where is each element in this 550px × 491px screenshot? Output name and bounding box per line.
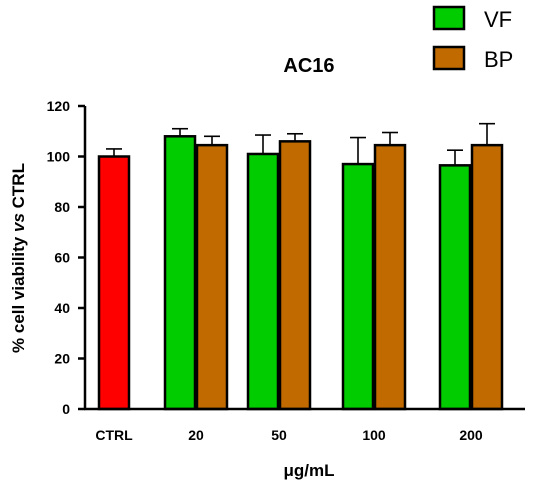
bar-vf-200: [438, 164, 472, 411]
bar-ctrl: [97, 155, 131, 411]
legend-swatch-vf: [432, 5, 466, 31]
error-bars-layer: [106, 122, 495, 166]
legend-swatch-bp: [432, 45, 466, 71]
bar-vf-20: [163, 135, 197, 411]
y-tick-label-80: 80: [54, 199, 70, 215]
y-axis-label: % cell viability vs CTRL: [9, 163, 28, 353]
y-tick-label-20: 20: [54, 351, 70, 367]
y-axis-label-part-1: % cell viability: [9, 232, 28, 353]
bars-layer: [97, 135, 504, 411]
x-axis-label: μg/mL: [283, 461, 334, 480]
x-tick-label-ctrl: CTRL: [95, 427, 133, 443]
y-tick-label-60: 60: [54, 250, 70, 266]
x-tick-labels: CTRL 20 50 100 200: [95, 427, 483, 443]
x-tick-label-50: 50: [271, 427, 287, 443]
x-tick-label-20: 20: [188, 427, 204, 443]
chart-title: AC16: [283, 55, 334, 77]
y-tick-label-120: 120: [47, 98, 71, 114]
bar-vf-50: [246, 152, 280, 411]
bar-bp-100: [373, 143, 407, 411]
x-tick-label-200: 200: [459, 427, 483, 443]
y-tick-label-0: 0: [62, 401, 70, 417]
bar-bp-50: [278, 140, 312, 411]
y-tick-label-40: 40: [54, 300, 70, 316]
y-axis-label-part-2: vs: [9, 213, 28, 232]
y-axis: 0 20 40 60 80 100 120: [47, 98, 87, 417]
legend-label-bp: BP: [484, 47, 513, 72]
x-tick-label-100: 100: [362, 427, 386, 443]
legend-label-vf: VF: [484, 7, 512, 32]
legend: VF BP: [432, 5, 513, 72]
y-tick-label-100: 100: [47, 149, 71, 165]
y-axis-label-part-3: CTRL: [9, 163, 28, 213]
bar-vf-100: [341, 162, 375, 411]
bar-bp-20: [195, 143, 229, 411]
bar-bp-200: [470, 143, 504, 411]
